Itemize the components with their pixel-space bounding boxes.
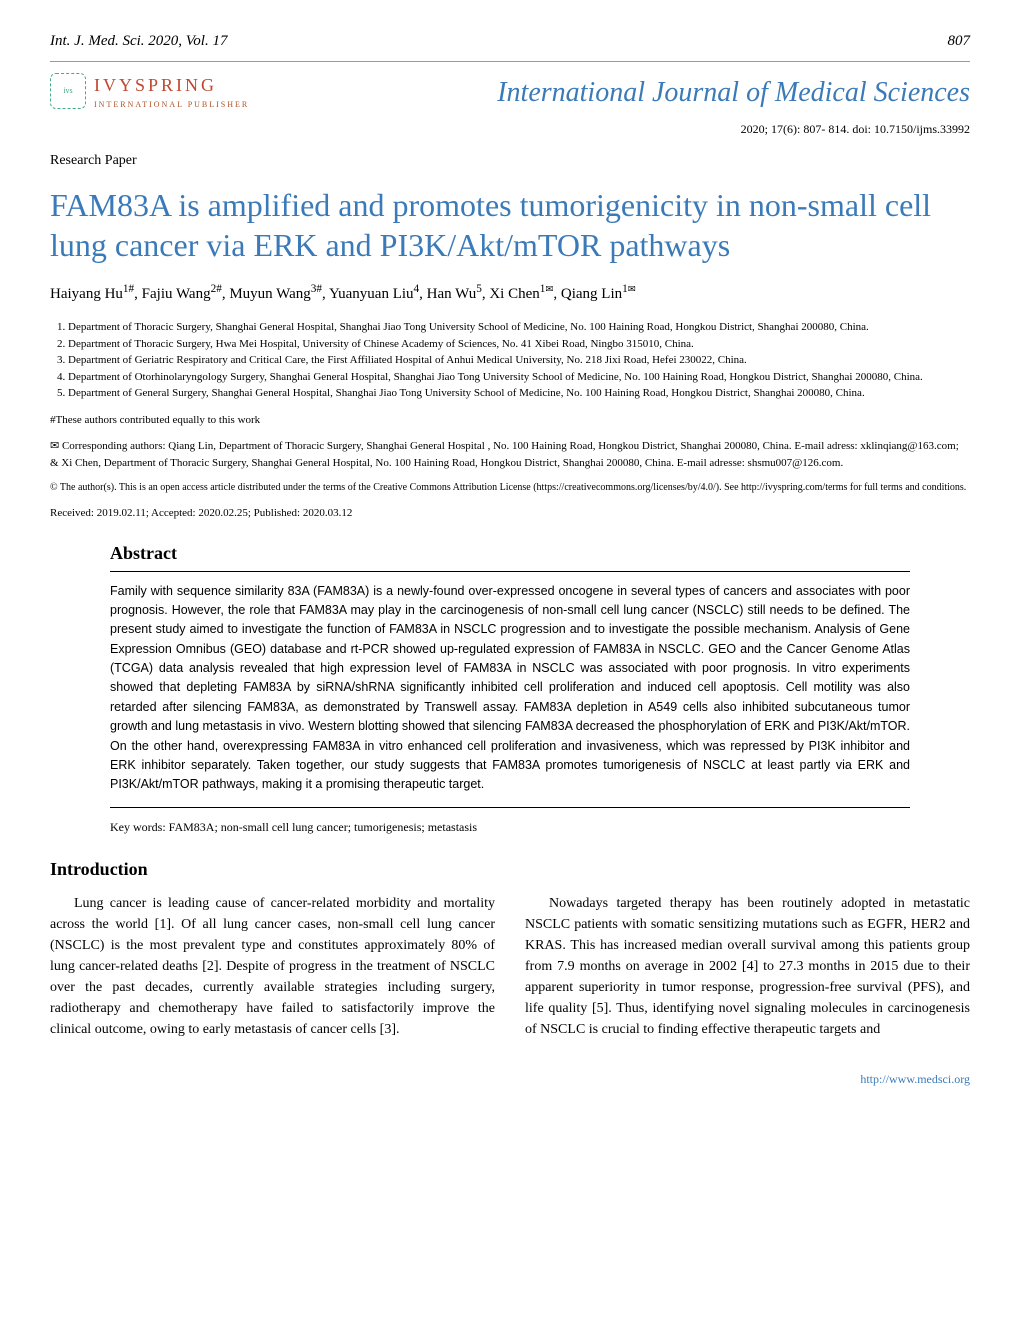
issue-info: 2020; 17(6): 807- 814. doi: 10.7150/ijms… <box>50 120 970 138</box>
intro-col-right: Nowadays targeted therapy has been routi… <box>525 893 970 1040</box>
header-divider <box>50 61 970 62</box>
publisher-sub: INTERNATIONAL PUBLISHER <box>94 99 249 111</box>
journal-name: International Journal of Medical Science… <box>497 72 970 114</box>
branding-row: ivs IVYSPRING INTERNATIONAL PUBLISHER In… <box>50 72 970 114</box>
introduction-heading: Introduction <box>50 856 970 883</box>
journal-ref: Int. J. Med. Sci. 2020, Vol. 17 <box>50 30 227 53</box>
abstract-rule <box>110 571 910 572</box>
license-text: © The author(s). This is an open access … <box>50 481 970 495</box>
footer-link[interactable]: http://www.medsci.org <box>50 1070 970 1088</box>
contribution-note: #These authors contributed equally to th… <box>50 412 970 429</box>
corresponding-authors: ✉ Corresponding authors: Qiang Lin, Depa… <box>50 438 970 471</box>
intro-paragraph: Nowadays targeted therapy has been routi… <box>525 893 970 1040</box>
publisher-logo-icon: ivs <box>50 73 86 109</box>
article-dates: Received: 2019.02.11; Accepted: 2020.02.… <box>50 505 970 522</box>
affiliation-item: Department of Otorhinolaryngology Surger… <box>68 369 970 386</box>
affiliations-list: Department of Thoracic Surgery, Shanghai… <box>50 319 970 402</box>
authors-line: Haiyang Hu1#, Fajiu Wang2#, Muyun Wang3#… <box>50 281 970 306</box>
paper-title: FAM83A is amplified and promotes tumorig… <box>50 185 970 265</box>
publisher-text: IVYSPRING INTERNATIONAL PUBLISHER <box>94 72 249 111</box>
keywords: Key words: FAM83A; non-small cell lung c… <box>110 818 910 836</box>
journal-block: International Journal of Medical Science… <box>497 72 970 114</box>
abstract-bottom-rule <box>110 807 910 808</box>
page-number: 807 <box>948 30 971 53</box>
affiliation-item: Department of Geriatric Respiratory and … <box>68 352 970 369</box>
paper-type: Research Paper <box>50 150 970 171</box>
affiliation-item: Department of Thoracic Surgery, Hwa Mei … <box>68 336 970 353</box>
publisher-name: IVYSPRING <box>94 72 249 99</box>
abstract-heading: Abstract <box>110 540 910 567</box>
abstract-text: Family with sequence similarity 83A (FAM… <box>110 582 910 795</box>
publisher-block: ivs IVYSPRING INTERNATIONAL PUBLISHER <box>50 72 249 111</box>
intro-columns: Lung cancer is leading cause of cancer-r… <box>50 893 970 1040</box>
intro-col-left: Lung cancer is leading cause of cancer-r… <box>50 893 495 1040</box>
affiliation-item: Department of Thoracic Surgery, Shanghai… <box>68 319 970 336</box>
abstract-block: Abstract Family with sequence similarity… <box>110 540 910 836</box>
running-header: Int. J. Med. Sci. 2020, Vol. 17 807 <box>50 30 970 53</box>
intro-paragraph: Lung cancer is leading cause of cancer-r… <box>50 893 495 1040</box>
affiliation-item: Department of General Surgery, Shanghai … <box>68 385 970 402</box>
